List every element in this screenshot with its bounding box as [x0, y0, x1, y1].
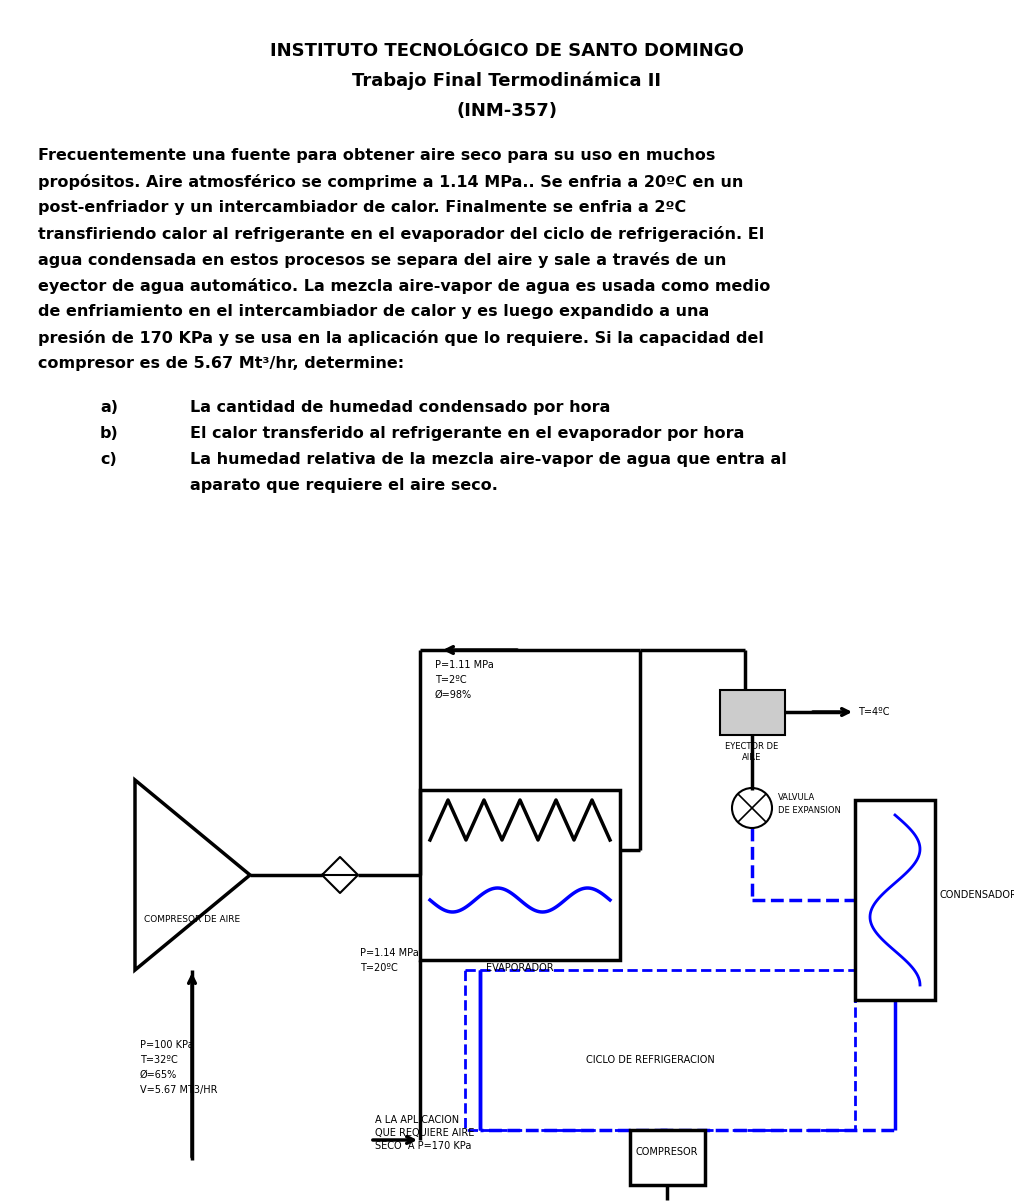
- Text: aparato que requiere el aire seco.: aparato que requiere el aire seco.: [190, 478, 498, 492]
- Text: Frecuentemente una fuente para obtener aire seco para su uso en muchos: Frecuentemente una fuente para obtener a…: [38, 148, 715, 163]
- Bar: [720, 690, 785, 734]
- Text: propósitos. Aire atmosférico se comprime a 1.14 MPa.. Se enfria a 20ºC en un: propósitos. Aire atmosférico se comprime…: [38, 175, 743, 190]
- Text: presión de 170 KPa y se usa en la aplicación que lo requiere. Si la capacidad de: presión de 170 KPa y se usa en la aplica…: [38, 330, 764, 346]
- Text: c): c): [100, 452, 117, 467]
- Text: COMPRESOR DE AIRE: COMPRESOR DE AIRE: [144, 915, 240, 925]
- Bar: [630, 1131, 705, 1185]
- Text: INSTITUTO TECNOLÓGICO DE SANTO DOMINGO: INSTITUTO TECNOLÓGICO DE SANTO DOMINGO: [270, 42, 744, 60]
- Text: La humedad relativa de la mezcla aire-vapor de agua que entra al: La humedad relativa de la mezcla aire-va…: [190, 452, 787, 467]
- Text: a): a): [100, 400, 118, 415]
- Text: DE EXPANSION: DE EXPANSION: [778, 805, 841, 815]
- Text: CONDENSADOR: CONDENSADOR: [940, 890, 1014, 901]
- Bar: [420, 790, 620, 960]
- Text: (INM-357): (INM-357): [456, 102, 558, 120]
- Text: COMPRESOR: COMPRESOR: [636, 1147, 699, 1157]
- Text: P=1.14 MPa: P=1.14 MPa: [360, 948, 419, 958]
- Bar: [855, 799, 935, 1001]
- Text: post-enfriador y un intercambiador de calor. Finalmente se enfria a 2ºC: post-enfriador y un intercambiador de ca…: [38, 200, 686, 216]
- Text: de enfriamiento en el intercambiador de calor y es luego expandido a una: de enfriamiento en el intercambiador de …: [38, 303, 709, 319]
- Text: T=32ºC: T=32ºC: [140, 1055, 177, 1066]
- Text: EVAPORADOR: EVAPORADOR: [486, 963, 554, 973]
- Text: A LA APLICACION: A LA APLICACION: [375, 1115, 459, 1125]
- Text: EYECTOR DE: EYECTOR DE: [725, 742, 779, 751]
- Text: T=2ºC: T=2ºC: [435, 675, 466, 685]
- Text: AIRE: AIRE: [742, 752, 762, 762]
- Text: P=100 KPa: P=100 KPa: [140, 1040, 194, 1050]
- Text: agua condensada en estos procesos se separa del aire y sale a través de un: agua condensada en estos procesos se sep…: [38, 252, 726, 268]
- Text: eyector de agua automático. La mezcla aire-vapor de agua es usada como medio: eyector de agua automático. La mezcla ai…: [38, 278, 771, 294]
- Bar: [465, 970, 855, 1131]
- Text: compresor es de 5.67 Mt³/hr, determine:: compresor es de 5.67 Mt³/hr, determine:: [38, 356, 405, 371]
- Text: QUE REQUIERE AIRE: QUE REQUIERE AIRE: [375, 1128, 475, 1138]
- Text: VALVULA: VALVULA: [778, 793, 815, 802]
- Text: Trabajo Final Termodinámica II: Trabajo Final Termodinámica II: [353, 72, 661, 90]
- Text: P=1.11 MPa: P=1.11 MPa: [435, 660, 494, 669]
- Text: SECO  A P=170 KPa: SECO A P=170 KPa: [375, 1141, 472, 1151]
- Text: T=20ºC: T=20ºC: [360, 963, 397, 973]
- Text: Ø=65%: Ø=65%: [140, 1070, 177, 1080]
- Text: b): b): [100, 426, 119, 441]
- Text: T=4ºC: T=4ºC: [858, 707, 889, 718]
- Text: V=5.67 MT3/HR: V=5.67 MT3/HR: [140, 1085, 217, 1094]
- Text: CICLO DE REFRIGERACION: CICLO DE REFRIGERACION: [586, 1055, 715, 1066]
- Text: transfiriendo calor al refrigerante en el evaporador del ciclo de refrigeración.: transfiriendo calor al refrigerante en e…: [38, 226, 765, 242]
- Text: El calor transferido al refrigerante en el evaporador por hora: El calor transferido al refrigerante en …: [190, 426, 744, 441]
- Text: Ø=98%: Ø=98%: [435, 690, 473, 700]
- Text: La cantidad de humedad condensado por hora: La cantidad de humedad condensado por ho…: [190, 400, 610, 415]
